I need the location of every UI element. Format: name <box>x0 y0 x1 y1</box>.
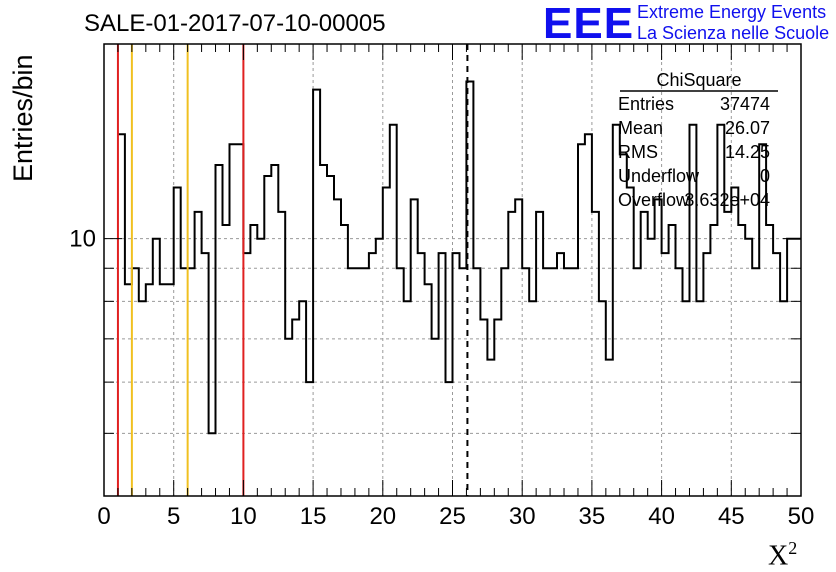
y-axis-label: Entries/bin <box>8 54 38 182</box>
x-axis-label-sup: 2 <box>788 538 798 558</box>
x-tick-label: 45 <box>718 503 745 530</box>
stats-value: 37474 <box>720 94 770 114</box>
stats-value: 0 <box>760 166 770 186</box>
stats-label: Entries <box>618 94 674 114</box>
chart-title: SALE-01-2017-07-10-00005 <box>84 10 386 37</box>
x-tick-label: 35 <box>579 503 606 530</box>
x-tick-label: 0 <box>97 503 110 530</box>
logo-line-1: Extreme Energy Events <box>637 2 827 22</box>
stats-label: RMS <box>618 142 658 162</box>
stats-value: 3.632e+04 <box>684 190 770 210</box>
x-tick-label: 20 <box>369 503 396 530</box>
stats-label: Underflow <box>618 166 700 186</box>
histogram-line <box>117 80 801 435</box>
eee-logo: EEE <box>543 0 635 48</box>
x-axis-label-base: X <box>768 540 789 572</box>
x-tick-label: 30 <box>509 503 536 530</box>
x-tick-label: 25 <box>439 503 466 530</box>
stats-value: 26.07 <box>725 118 770 138</box>
logo-line-2: La Scienza nelle Scuole <box>637 23 830 43</box>
x-tick-label: 50 <box>788 503 815 530</box>
y-tick-label: 10 <box>69 226 96 253</box>
stats-title: ChiSquare <box>656 70 741 90</box>
stats-value: 14.25 <box>725 142 770 162</box>
x-tick-label: 5 <box>167 503 180 530</box>
x-axis-label: X2 <box>768 538 797 572</box>
stats-label: Overflow <box>618 190 690 210</box>
x-tick-label: 10 <box>230 503 257 530</box>
x-tick-label: 40 <box>648 503 675 530</box>
x-tick-label: 15 <box>300 503 327 530</box>
stats-label: Mean <box>618 118 663 138</box>
